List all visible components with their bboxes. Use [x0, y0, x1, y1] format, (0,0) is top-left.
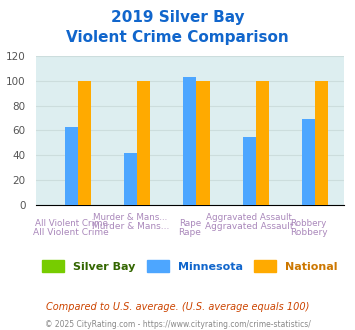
Text: Murder & Mans...: Murder & Mans...	[92, 222, 169, 231]
Text: All Violent Crime: All Violent Crime	[33, 228, 109, 237]
Bar	[302, 119, 315, 205]
Text: © 2025 CityRating.com - https://www.cityrating.com/crime-statistics/: © 2025 CityRating.com - https://www.city…	[45, 320, 310, 329]
Bar	[315, 81, 328, 205]
Text: Aggravated Assault: Aggravated Assault	[205, 222, 294, 231]
Bar	[78, 81, 91, 205]
Bar	[243, 137, 256, 205]
Text: 2019 Silver Bay: 2019 Silver Bay	[111, 10, 244, 25]
Text: Violent Crime Comparison: Violent Crime Comparison	[66, 30, 289, 45]
Bar	[137, 81, 150, 205]
Legend: Silver Bay, Minnesota, National: Silver Bay, Minnesota, National	[38, 256, 342, 276]
Bar	[124, 152, 137, 205]
Text: Murder & Mans...: Murder & Mans...	[93, 213, 168, 222]
Bar	[256, 81, 269, 205]
Text: Compared to U.S. average. (U.S. average equals 100): Compared to U.S. average. (U.S. average …	[46, 302, 309, 312]
Text: Robbery: Robbery	[291, 219, 327, 228]
Text: Robbery: Robbery	[290, 228, 328, 237]
Text: Rape: Rape	[179, 219, 201, 228]
Text: All Violent Crime: All Violent Crime	[35, 219, 108, 228]
Bar	[196, 81, 209, 205]
Bar	[65, 127, 78, 205]
Text: Aggravated Assault: Aggravated Assault	[206, 213, 292, 222]
Bar	[184, 77, 196, 205]
Text: Rape: Rape	[179, 228, 201, 237]
